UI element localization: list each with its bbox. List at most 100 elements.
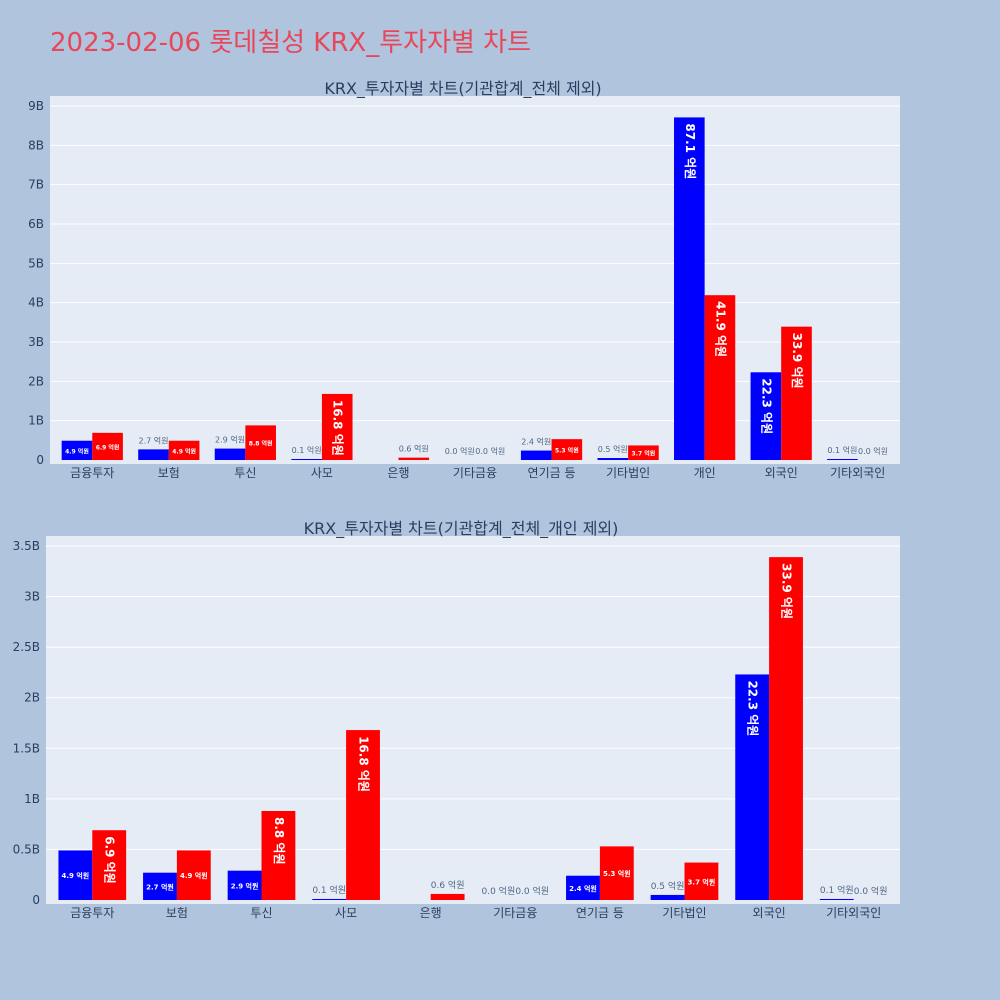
x-tick-label: 개인 — [694, 466, 716, 480]
y-tick-label: 2B — [24, 691, 40, 705]
data-label: 4.9 억원 — [180, 871, 208, 880]
y-tick-label: 4B — [28, 296, 44, 310]
bar — [684, 862, 719, 900]
x-tick-label: 금융투자 — [70, 466, 114, 480]
x-tick-label: 기타금융 — [453, 466, 497, 480]
bar — [430, 893, 465, 900]
data-label: 0.0 억원 — [854, 885, 888, 897]
bar — [628, 445, 659, 460]
page-title: 2023-02-06 롯데칠성 KRX_투자자별 차트 — [50, 28, 532, 58]
bar — [597, 458, 629, 460]
x-tick-label: 사모 — [311, 466, 333, 480]
bar — [769, 557, 803, 900]
data-label: 0.1 억원 — [312, 884, 346, 896]
y-tick-label: 6B — [28, 217, 44, 231]
data-label: 4.9 억원 — [65, 447, 89, 455]
data-label: 0.1 억원 — [820, 884, 854, 896]
x-tick-label: 보험 — [158, 466, 180, 480]
bar — [750, 372, 782, 460]
chart-top: KRX_투자자별 차트(기관합계_전체 제외) 0 1B 2B 3B 4B 5B 6B 7B 8B… — [28, 79, 900, 480]
data-label: 33.9 억원 — [790, 333, 804, 389]
bar — [346, 730, 380, 900]
x-tick-label: 외국인 — [753, 906, 786, 920]
bar — [245, 425, 276, 460]
data-label: 0.6 억원 — [431, 879, 465, 891]
bar — [674, 117, 705, 460]
data-label: 0.1 억원 — [292, 445, 322, 455]
bar — [650, 894, 685, 900]
data-label: 6.9 억원 — [96, 443, 120, 451]
data-label: 2.4 억원 — [521, 437, 551, 447]
data-label: 87.1 억원 — [683, 123, 697, 179]
bar — [599, 846, 634, 900]
bar — [781, 326, 812, 460]
bar — [312, 898, 347, 900]
bar — [143, 872, 177, 900]
bar — [138, 449, 169, 460]
data-label: 0.0 억원 — [475, 446, 505, 456]
y-tick-label: 5B — [28, 256, 44, 270]
x-tick-label: 은행 — [387, 465, 409, 480]
x-tick-label: 기타금융 — [493, 906, 537, 920]
data-label: 0.1 억원 — [827, 445, 857, 455]
data-label: 4.9 억원 — [62, 871, 90, 880]
bar — [92, 830, 127, 900]
bar — [735, 674, 770, 900]
y-tick-label: 7B — [28, 178, 44, 192]
data-label: 8.8 억원 — [272, 817, 286, 865]
data-label: 33.9 억원 — [780, 563, 794, 619]
chart-title: KRX_투자자별 차트(기관합계_전체_개인 제외) — [304, 519, 619, 539]
x-tick-label: 기타법인 — [606, 466, 650, 480]
data-label: 4.9 억원 — [172, 447, 196, 455]
bar — [520, 450, 552, 460]
x-tick-label: 연기금 등 — [576, 906, 624, 920]
chart-title: KRX_투자자별 차트(기관합계_전체 제외) — [324, 79, 601, 99]
bar — [551, 439, 583, 460]
x-tick-label: 투신 — [234, 466, 256, 480]
x-tick-label: 연기금 등 — [528, 466, 576, 480]
bar — [214, 448, 246, 460]
data-label: 41.9 억원 — [713, 301, 727, 357]
y-tick-label: 0 — [32, 893, 40, 907]
y-tick-label: 2.5B — [13, 640, 40, 654]
x-tick-label: 외국인 — [765, 466, 798, 480]
bar — [704, 295, 736, 460]
x-tick-label: 금융투자 — [70, 906, 114, 920]
bar — [819, 898, 854, 900]
x-tick-label: 은행 — [420, 905, 442, 920]
bar — [227, 870, 262, 900]
y-tick-label: 8B — [28, 138, 44, 152]
data-label: 0.6 억원 — [399, 444, 429, 454]
y-tick-label: 1B — [24, 792, 40, 806]
bar — [261, 810, 296, 900]
x-tick-label: 기타외국인 — [830, 466, 885, 480]
data-label: 0.5 억원 — [598, 444, 628, 454]
data-label: 16.8 억원 — [357, 736, 371, 792]
data-label: 2.9 억원 — [215, 435, 245, 445]
data-label: 0.0 억원 — [858, 446, 888, 456]
data-label: 0.0 억원 — [515, 885, 549, 897]
y-tick-label: 1B — [28, 414, 44, 428]
x-tick-label: 보험 — [166, 906, 188, 920]
data-label: 16.8 억원 — [331, 400, 345, 456]
data-label: 6.9 억원 — [103, 836, 117, 884]
x-tick-label: 투신 — [250, 906, 272, 920]
y-tick-label: 2B — [28, 374, 44, 388]
data-label: 0.0 억원 — [445, 446, 475, 456]
bar — [176, 850, 211, 900]
x-tick-label: 사모 — [335, 906, 357, 920]
bar — [61, 440, 93, 460]
data-label: 2.9 억원 — [231, 881, 259, 890]
bar — [321, 393, 353, 460]
chart-bottom: KRX_투자자별 차트(기관합계_전체_개인 제외) 0 0.5B 1B 1.5B 2B 2… — [13, 519, 900, 920]
y-tick-label: 0 — [36, 453, 44, 467]
data-label: 3.7 억원 — [688, 877, 716, 886]
x-tick-label: 기타법인 — [662, 906, 706, 920]
y-tick-label: 1.5B — [13, 741, 40, 755]
y-tick-label: 3.5B — [13, 539, 40, 553]
data-label: 0.5 억원 — [651, 880, 685, 892]
data-label: 22.3 억원 — [746, 680, 760, 736]
y-tick-label: 3B — [24, 590, 40, 604]
data-label: 2.4 억원 — [569, 884, 597, 893]
y-tick-label: 0.5B — [13, 842, 40, 856]
